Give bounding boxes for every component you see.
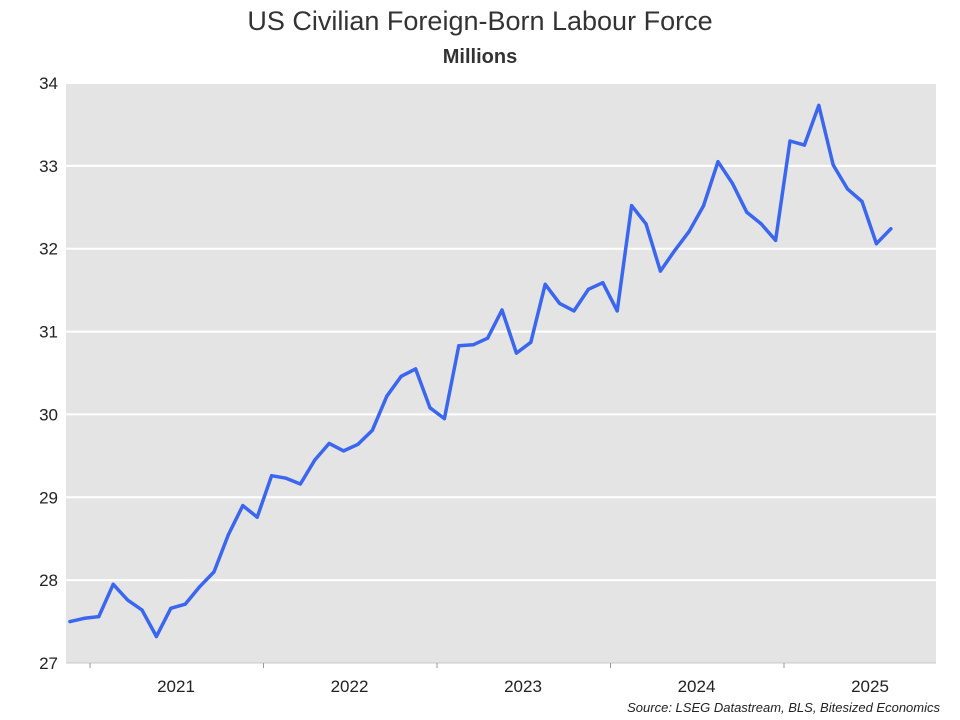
data-point [630, 204, 634, 208]
data-point [313, 458, 317, 462]
y-axis: 27 28 29 30 31 32 33 34 [39, 74, 58, 673]
data-point [601, 281, 605, 285]
data-point [126, 598, 130, 602]
series-line [68, 103, 893, 639]
data-point [730, 181, 735, 185]
data-point [471, 343, 475, 347]
data-point [442, 416, 446, 421]
x-tick-label: 2021 [157, 677, 195, 696]
data-point [759, 222, 763, 226]
data-point [428, 406, 432, 410]
data-point [831, 163, 835, 167]
data-point [615, 309, 619, 313]
data-point [169, 606, 173, 610]
data-point [846, 187, 850, 191]
data-point [687, 229, 691, 233]
data-point [658, 269, 663, 273]
data-point [860, 199, 864, 204]
data-point [572, 309, 576, 313]
y-tick-label: 27 [39, 654, 58, 673]
data-point [414, 367, 418, 371]
data-point [370, 428, 374, 432]
data-point [140, 608, 144, 612]
x-axis: 2021 2022 2023 2024 2025 [66, 662, 936, 696]
x-tick-label: 2023 [504, 677, 542, 696]
data-point [788, 139, 792, 143]
data-point [889, 227, 893, 231]
source-note: Source: LSEG Datastream, BLS, Bitesized … [627, 700, 940, 715]
data-points [68, 103, 893, 639]
data-point [529, 340, 533, 344]
data-point [543, 282, 547, 286]
y-tick-label: 34 [39, 74, 58, 93]
data-point [558, 301, 562, 305]
gridlines [66, 82, 936, 582]
data-point [644, 222, 648, 226]
data-point [198, 585, 202, 589]
data-point [702, 204, 706, 208]
data-point [97, 615, 101, 619]
chart-title: US Civilian Foreign-Born Labour Force [247, 6, 713, 36]
data-point [255, 515, 259, 519]
data-point [774, 238, 778, 243]
x-tick-label: 2024 [678, 677, 716, 696]
data-point [716, 160, 720, 164]
data-point [241, 503, 245, 508]
data-point [68, 619, 72, 624]
data-point [111, 582, 115, 586]
data-point [514, 351, 519, 355]
data-point [342, 449, 346, 453]
data-point [183, 602, 187, 606]
data-point [270, 474, 274, 478]
y-tick-label: 32 [39, 240, 58, 259]
data-point [284, 476, 288, 480]
data-point [486, 336, 490, 340]
data-point [327, 441, 331, 446]
data-point [82, 616, 86, 620]
x-tick-label: 2022 [331, 677, 369, 696]
data-point [817, 103, 821, 107]
data-point [673, 248, 677, 252]
plot-area [66, 83, 936, 663]
x-tick-label: 2025 [851, 677, 889, 696]
data-point [500, 308, 504, 312]
data-point [154, 634, 158, 639]
data-point [874, 242, 879, 246]
y-tick-label: 30 [39, 405, 58, 424]
data-point [298, 482, 302, 486]
data-point [586, 287, 591, 291]
data-point [745, 210, 749, 214]
y-tick-label: 28 [39, 571, 58, 590]
y-tick-label: 31 [39, 323, 58, 342]
data-point [356, 442, 360, 446]
data-point [226, 532, 230, 537]
data-point [802, 143, 807, 147]
chart-subtitle: Millions [442, 46, 518, 68]
y-tick-label: 29 [39, 488, 58, 507]
data-point [399, 374, 403, 378]
data-point [457, 344, 461, 348]
data-point [212, 570, 216, 574]
y-tick-label: 33 [39, 157, 58, 176]
data-point [385, 394, 389, 398]
